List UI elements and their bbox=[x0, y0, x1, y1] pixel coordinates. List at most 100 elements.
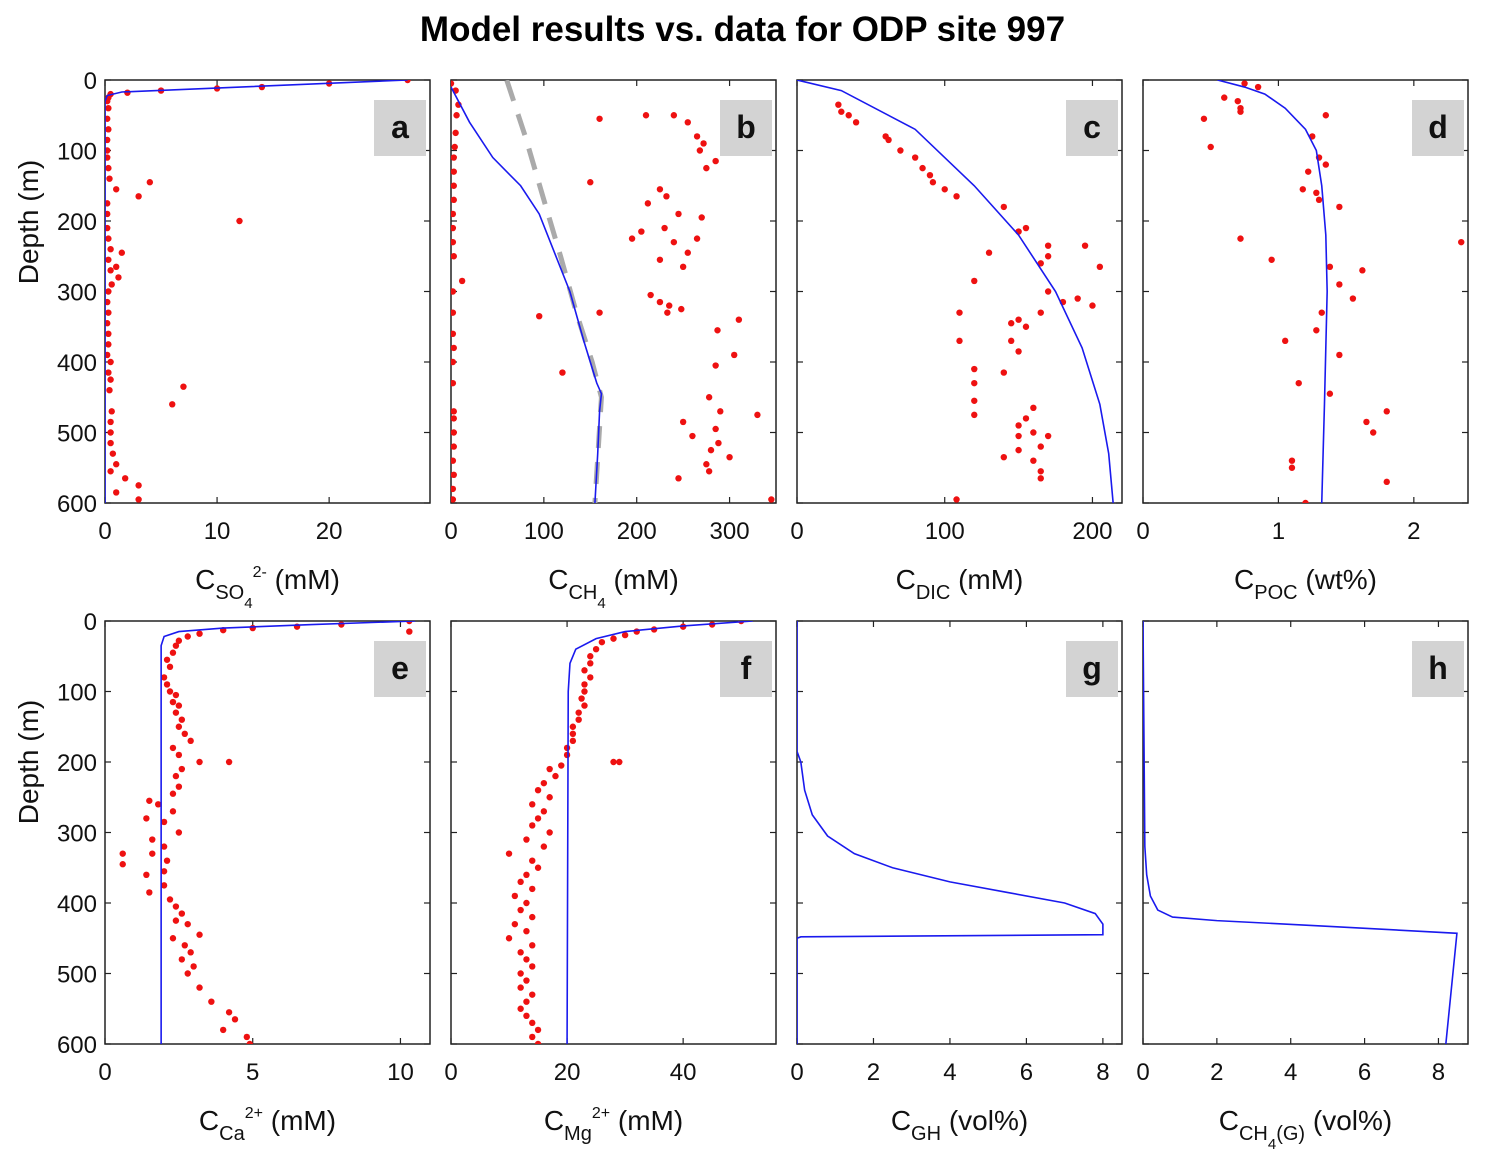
data-point bbox=[1015, 432, 1022, 440]
x-tick-label: 10 bbox=[204, 518, 231, 545]
data-point bbox=[163, 681, 171, 688]
data-point bbox=[1037, 468, 1044, 475]
data-point bbox=[169, 649, 177, 656]
data-point bbox=[1349, 295, 1357, 302]
data-point bbox=[1326, 263, 1334, 271]
data-point bbox=[451, 344, 457, 352]
data-point bbox=[675, 210, 682, 218]
x-label-main: C bbox=[891, 1105, 911, 1136]
data-point bbox=[1030, 457, 1037, 464]
data-point bbox=[1336, 351, 1343, 359]
data-point bbox=[517, 906, 524, 914]
panel-h-plot-area bbox=[1143, 621, 1458, 1044]
data-point bbox=[536, 312, 543, 320]
y-tick-label: 0 bbox=[84, 609, 97, 636]
data-point bbox=[169, 698, 177, 706]
data-point bbox=[610, 758, 617, 766]
x-tick-label: 4 bbox=[1284, 1059, 1297, 1086]
panel-b: 0 100 200 300 b CCH4 (mM) bbox=[444, 79, 777, 612]
data-point bbox=[169, 935, 177, 942]
data-point bbox=[1326, 390, 1334, 397]
data-point bbox=[633, 628, 640, 635]
x-tick-label: 6 bbox=[1358, 1059, 1371, 1086]
model-curve bbox=[451, 86, 603, 503]
data-point bbox=[1015, 422, 1022, 429]
data-point bbox=[113, 461, 120, 468]
x-label-main: C bbox=[199, 1105, 219, 1136]
data-point bbox=[529, 942, 536, 949]
y-tick-label: 0 bbox=[84, 68, 97, 95]
data-point bbox=[451, 196, 457, 204]
data-point bbox=[540, 843, 548, 850]
data-point bbox=[107, 439, 114, 447]
data-point bbox=[149, 850, 156, 857]
data-point bbox=[523, 836, 530, 843]
data-point bbox=[581, 688, 588, 695]
y-tick-label: 500 bbox=[57, 421, 97, 448]
data-point bbox=[258, 83, 266, 91]
data-point bbox=[956, 309, 963, 316]
data-point bbox=[451, 238, 457, 246]
data-point bbox=[1268, 256, 1275, 263]
data-point bbox=[575, 709, 582, 716]
data-point bbox=[146, 889, 153, 896]
data-point bbox=[169, 790, 177, 797]
data-point bbox=[451, 288, 457, 295]
data-point bbox=[1302, 499, 1309, 503]
data-point bbox=[1315, 196, 1323, 204]
data-point bbox=[664, 309, 671, 316]
data-point bbox=[119, 861, 126, 868]
data-point bbox=[540, 808, 548, 815]
data-point bbox=[107, 246, 114, 253]
data-point bbox=[105, 210, 111, 218]
panel-d: 0 1 2 d CPOC (wt%) bbox=[1136, 79, 1469, 604]
data-point bbox=[703, 461, 710, 468]
x-label-sub: CH bbox=[1239, 1123, 1268, 1145]
data-point bbox=[835, 101, 842, 108]
x-label-sub2: 4 bbox=[1268, 1136, 1276, 1153]
data-point bbox=[656, 186, 664, 193]
data-point bbox=[1254, 83, 1262, 91]
data-point bbox=[107, 267, 114, 274]
x-label-unit: (mM) bbox=[950, 564, 1023, 595]
data-point bbox=[231, 1016, 239, 1023]
data-point bbox=[971, 379, 978, 387]
data-point bbox=[897, 147, 904, 154]
data-point bbox=[529, 801, 536, 808]
data-point bbox=[735, 316, 743, 323]
data-point bbox=[1089, 302, 1096, 309]
data-point bbox=[451, 379, 457, 387]
data-point bbox=[451, 182, 457, 189]
data-point bbox=[236, 217, 243, 225]
data-point bbox=[523, 956, 530, 963]
model-curve bbox=[1217, 80, 1328, 503]
data-point bbox=[610, 635, 617, 642]
data-point bbox=[175, 702, 183, 709]
x-tick-label: 0 bbox=[98, 1059, 111, 1086]
x-label-sup: 2+ bbox=[592, 1105, 610, 1122]
data-point bbox=[644, 200, 652, 207]
data-point bbox=[647, 291, 654, 299]
data-point bbox=[166, 663, 174, 671]
x-axis-label: CGH (vol%) bbox=[891, 1105, 1028, 1145]
data-point bbox=[113, 489, 120, 496]
data-point bbox=[105, 330, 112, 337]
data-point bbox=[451, 429, 457, 436]
x-tick-label: 20 bbox=[554, 1059, 581, 1086]
panel-label: d bbox=[1428, 109, 1448, 145]
data-point bbox=[540, 779, 548, 787]
data-point bbox=[175, 637, 183, 644]
x-label-main: C bbox=[195, 564, 215, 595]
data-point bbox=[135, 496, 142, 503]
data-point bbox=[160, 843, 168, 850]
data-point bbox=[451, 224, 457, 232]
data-point bbox=[569, 737, 577, 745]
data-point bbox=[107, 468, 114, 475]
data-point bbox=[451, 443, 457, 450]
data-point bbox=[712, 157, 719, 165]
data-point bbox=[1008, 320, 1015, 327]
data-point bbox=[172, 917, 180, 924]
panel-label: b bbox=[736, 109, 756, 145]
